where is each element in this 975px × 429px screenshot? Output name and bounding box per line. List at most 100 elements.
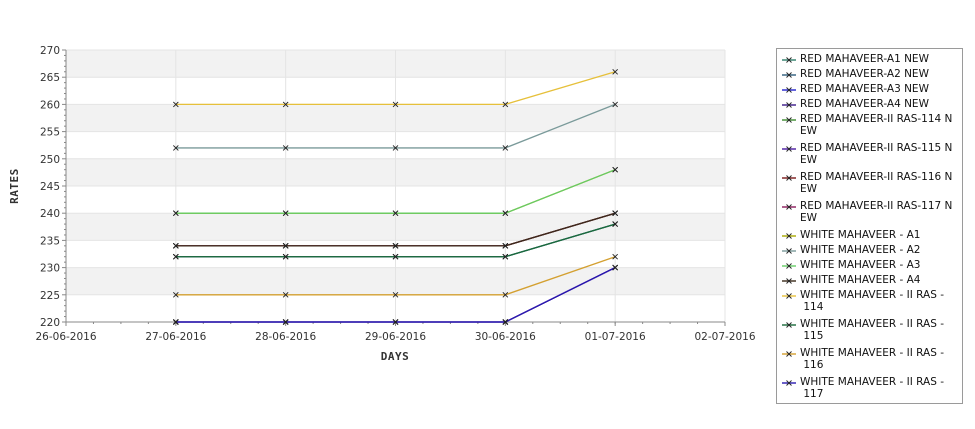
legend-item: RED MAHAVEER-A3 NEW [777, 83, 962, 98]
legend-item: RED MAHAVEER-A4 NEW [777, 98, 962, 113]
legend-label: RED MAHAVEER-II RAS-116 N EW [800, 171, 953, 195]
data-point [392, 210, 399, 217]
data-point [282, 253, 289, 260]
legend-label: RED MAHAVEER-A2 NEW [800, 68, 929, 80]
legend-label: RED MAHAVEER-II RAS-117 N EW [800, 200, 953, 224]
legend-marker-icon [782, 248, 796, 254]
legend-item: RED MAHAVEER-A2 NEW [777, 68, 962, 83]
legend-label: RED MAHAVEER-II RAS-115 N EW [800, 142, 953, 166]
x-tick-label: 01-07-2016 [585, 331, 646, 343]
x-tick-label: 30-06-2016 [475, 331, 536, 343]
legend-item: WHITE MAHAVEER - II RAS - 117 [777, 376, 962, 405]
data-point [502, 243, 509, 249]
data-point [502, 253, 509, 260]
legend-label: WHITE MAHAVEER - II RAS - 115 [800, 318, 944, 342]
legend-item: WHITE MAHAVEER - II RAS - 114 [777, 289, 962, 318]
data-point [173, 319, 179, 325]
legend-marker-icon [782, 87, 796, 93]
legend-marker-icon [782, 72, 796, 78]
legend-label: RED MAHAVEER-A4 NEW [800, 98, 929, 110]
y-tick-label: 240 [40, 208, 60, 220]
data-point [173, 210, 179, 217]
data-point [612, 166, 618, 173]
x-tick-label: 27-06-2016 [145, 331, 206, 343]
legend-label: WHITE MAHAVEER - II RAS - 117 [800, 376, 944, 400]
legend-label: WHITE MAHAVEER - II RAS - 116 [800, 347, 944, 371]
x-tick-labels: 26-06-2016 27-06-2016 28-06-2016 29-06-2016… [35, 331, 755, 343]
data-point [502, 319, 509, 325]
y-tick-label: 230 [40, 263, 60, 275]
legend-marker-icon [782, 278, 796, 284]
data-point [392, 101, 399, 108]
legend-marker-icon [782, 175, 796, 181]
data-point [173, 145, 179, 151]
data-point [612, 264, 618, 271]
data-point [173, 101, 179, 108]
data-point [282, 101, 289, 108]
legend-marker-icon [782, 102, 796, 108]
data-point [502, 291, 509, 298]
data-point [173, 243, 179, 249]
chart-legend: RED MAHAVEER-A1 NEW RED MAHAVEER-A2 NEW RE… [776, 48, 963, 404]
x-tick-label: 28-06-2016 [255, 331, 316, 343]
y-tick-label: 265 [40, 72, 60, 84]
legend-item: RED MAHAVEER-II RAS-117 N EW [777, 200, 962, 229]
line-chart: 220 225 230 235 240 245 250 255 260 265 270 26-06-… [8, 45, 756, 363]
data-point [612, 221, 618, 227]
data-point [282, 243, 289, 249]
legend-item: WHITE MAHAVEER - A2 [777, 244, 962, 259]
y-tick-label: 260 [40, 99, 60, 111]
data-point [612, 210, 618, 217]
data-point [282, 291, 289, 298]
data-point [282, 145, 289, 151]
legend-label: RED MAHAVEER-A3 NEW [800, 83, 929, 95]
legend-marker-icon [782, 146, 796, 152]
legend-item: RED MAHAVEER-A1 NEW [777, 53, 962, 68]
data-point [612, 253, 618, 260]
legend-marker-icon [782, 263, 796, 269]
legend-item: RED MAHAVEER-II RAS-116 N EW [777, 171, 962, 200]
x-tick-label: 26-06-2016 [35, 331, 96, 343]
legend-label: WHITE MAHAVEER - A2 [800, 244, 921, 256]
legend-item: WHITE MAHAVEER - A3 [777, 259, 962, 274]
data-point [612, 101, 618, 108]
y-axis-title: RATES [8, 168, 21, 204]
legend-label: WHITE MAHAVEER - II RAS - 114 [800, 289, 944, 313]
legend-marker-icon [782, 293, 796, 299]
legend-label: WHITE MAHAVEER - A3 [800, 259, 921, 271]
legend-item: WHITE MAHAVEER - II RAS - 115 [777, 318, 962, 347]
legend-label: WHITE MAHAVEER - A4 [800, 274, 921, 286]
legend-marker-icon [782, 380, 796, 386]
data-point [173, 253, 179, 260]
data-point [173, 291, 179, 298]
legend-item: WHITE MAHAVEER - II RAS - 116 [777, 347, 962, 376]
legend-label: RED MAHAVEER-A1 NEW [800, 53, 929, 65]
data-point [282, 319, 289, 325]
data-point [392, 253, 399, 260]
legend-item: RED MAHAVEER-II RAS-114 N EW [777, 113, 962, 142]
x-tick-label: 29-06-2016 [365, 331, 426, 343]
legend-marker-icon [782, 117, 796, 123]
legend-marker-icon [782, 322, 796, 328]
y-tick-label: 225 [40, 290, 60, 302]
legend-marker-icon [782, 351, 796, 357]
data-point [612, 68, 618, 75]
data-point [502, 101, 509, 108]
x-axis-title: DAYS [381, 350, 410, 363]
y-tick-label: 245 [40, 181, 60, 193]
legend-item: RED MAHAVEER-II RAS-115 N EW [777, 142, 962, 171]
y-tick-label: 220 [40, 317, 60, 329]
legend-marker-icon [782, 233, 796, 239]
data-point [502, 145, 509, 151]
legend-marker-icon [782, 204, 796, 210]
data-point [392, 319, 399, 325]
data-point [502, 210, 509, 217]
y-tick-label: 270 [40, 45, 60, 57]
x-tick-label: 02-07-2016 [694, 331, 755, 343]
y-tick-label: 255 [40, 127, 60, 139]
legend-label: RED MAHAVEER-II RAS-114 N EW [800, 113, 953, 137]
legend-label: WHITE MAHAVEER - A1 [800, 229, 921, 241]
legend-item: WHITE MAHAVEER - A1 [777, 229, 962, 244]
y-tick-label: 250 [40, 154, 60, 166]
y-tick-labels: 220 225 230 235 240 245 250 255 260 265 270 [40, 45, 60, 329]
